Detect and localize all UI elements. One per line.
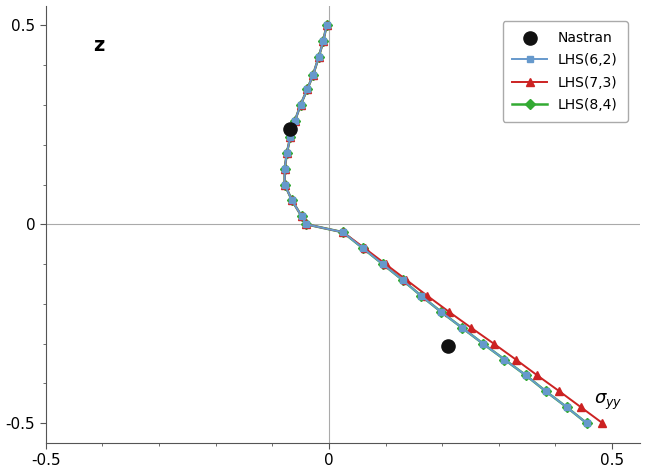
LHS(6,2) xyxy=(315,55,322,60)
LHS(6,2) xyxy=(309,73,317,78)
LHS(7,3) xyxy=(556,389,563,394)
LHS(8,4) xyxy=(359,246,367,251)
LHS(6,2) xyxy=(359,246,367,251)
LHS(7,3) xyxy=(339,229,347,235)
LHS(8,4) xyxy=(288,198,296,203)
LHS(7,3) xyxy=(360,246,368,251)
LHS(7,3) xyxy=(577,404,585,410)
LHS(8,4) xyxy=(563,404,570,410)
LHS(8,4) xyxy=(286,134,294,140)
Text: $\sigma_{yy}$: $\sigma_{yy}$ xyxy=(594,392,623,412)
LHS(7,3) xyxy=(297,102,304,108)
LHS(6,2) xyxy=(298,213,306,219)
LHS(6,2) xyxy=(501,356,508,362)
LHS(8,4) xyxy=(417,293,425,299)
LHS(8,4) xyxy=(458,325,466,330)
LHS(6,2) xyxy=(479,341,487,346)
LHS(6,2) xyxy=(281,166,289,172)
LHS(8,4) xyxy=(583,420,590,426)
LHS(7,3) xyxy=(309,73,317,78)
LHS(8,4) xyxy=(542,389,550,394)
LHS(6,2) xyxy=(288,198,296,203)
LHS(6,2) xyxy=(339,229,347,235)
Line: LHS(8,4): LHS(8,4) xyxy=(281,22,590,427)
LHS(8,4) xyxy=(399,277,406,283)
LHS(6,2) xyxy=(286,134,294,140)
LHS(7,3) xyxy=(445,309,453,315)
LHS(7,3) xyxy=(599,420,607,426)
LHS(8,4) xyxy=(479,341,487,346)
LHS(6,2) xyxy=(399,277,406,283)
LHS(7,3) xyxy=(424,293,432,299)
Line: LHS(7,3): LHS(7,3) xyxy=(280,21,607,427)
LHS(7,3) xyxy=(315,55,322,60)
LHS(8,4) xyxy=(304,86,311,92)
LHS(7,3) xyxy=(286,134,294,140)
Nastran xyxy=(285,125,295,133)
LHS(6,2) xyxy=(417,293,425,299)
LHS(8,4) xyxy=(315,55,322,60)
LHS(8,4) xyxy=(437,309,445,315)
LHS(8,4) xyxy=(501,356,508,362)
LHS(7,3) xyxy=(302,221,310,227)
LHS(8,4) xyxy=(298,213,306,219)
LHS(8,4) xyxy=(302,221,310,227)
LHS(7,3) xyxy=(288,198,296,203)
LHS(7,3) xyxy=(304,86,311,92)
LHS(6,2) xyxy=(283,150,291,155)
LHS(8,4) xyxy=(522,373,530,378)
LHS(7,3) xyxy=(281,182,289,187)
LHS(6,2) xyxy=(281,182,289,187)
LHS(6,2) xyxy=(302,221,310,227)
LHS(7,3) xyxy=(402,277,410,283)
LHS(7,3) xyxy=(283,150,291,155)
LHS(6,2) xyxy=(297,102,304,108)
LHS(8,4) xyxy=(283,150,291,155)
Nastran xyxy=(443,342,453,349)
LHS(7,3) xyxy=(281,166,289,172)
LHS(7,3) xyxy=(490,341,497,346)
LHS(6,2) xyxy=(542,389,550,394)
LHS(7,3) xyxy=(382,261,390,267)
LHS(6,2) xyxy=(379,261,386,267)
LHS(6,2) xyxy=(319,38,327,44)
LHS(7,3) xyxy=(323,23,331,28)
LHS(8,4) xyxy=(323,23,331,28)
LHS(8,4) xyxy=(309,73,317,78)
LHS(6,2) xyxy=(563,404,570,410)
LHS(6,2) xyxy=(291,118,298,124)
LHS(7,3) xyxy=(298,213,306,219)
Text: $\mathbf{z}$: $\mathbf{z}$ xyxy=(93,36,105,55)
LHS(7,3) xyxy=(512,356,519,362)
LHS(8,4) xyxy=(297,102,304,108)
LHS(6,2) xyxy=(458,325,466,330)
LHS(6,2) xyxy=(323,23,331,28)
Legend: Nastran, LHS(6,2), LHS(7,3), LHS(8,4): Nastran, LHS(6,2), LHS(7,3), LHS(8,4) xyxy=(503,21,627,122)
LHS(6,2) xyxy=(522,373,530,378)
LHS(6,2) xyxy=(583,420,590,426)
LHS(8,4) xyxy=(281,166,289,172)
LHS(8,4) xyxy=(379,261,386,267)
LHS(7,3) xyxy=(319,38,327,44)
Line: LHS(6,2): LHS(6,2) xyxy=(281,22,590,427)
LHS(8,4) xyxy=(281,182,289,187)
LHS(8,4) xyxy=(339,229,347,235)
LHS(8,4) xyxy=(319,38,327,44)
LHS(6,2) xyxy=(304,86,311,92)
LHS(7,3) xyxy=(291,118,298,124)
LHS(7,3) xyxy=(467,325,475,330)
LHS(7,3) xyxy=(534,373,541,378)
LHS(8,4) xyxy=(291,118,298,124)
LHS(6,2) xyxy=(437,309,445,315)
